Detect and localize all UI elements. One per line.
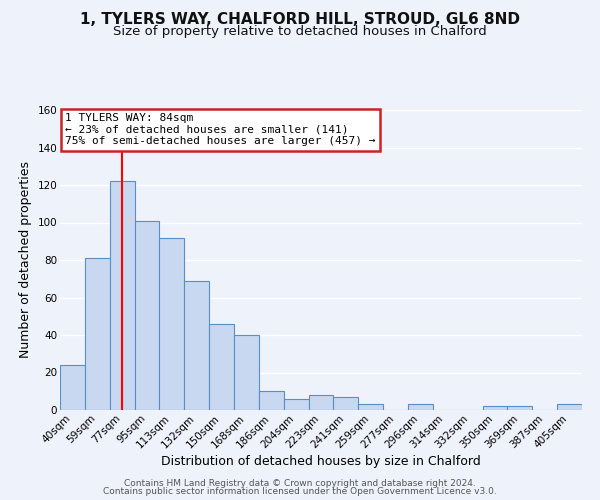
Bar [482, 406, 508, 410]
Bar [160, 238, 184, 410]
Bar [85, 258, 110, 410]
Bar [308, 395, 334, 410]
X-axis label: Distribution of detached houses by size in Chalford: Distribution of detached houses by size … [161, 455, 481, 468]
Bar [284, 399, 308, 410]
Text: Size of property relative to detached houses in Chalford: Size of property relative to detached ho… [113, 25, 487, 38]
Bar [358, 404, 383, 410]
Bar [408, 404, 433, 410]
Bar [234, 335, 259, 410]
Text: Contains public sector information licensed under the Open Government Licence v3: Contains public sector information licen… [103, 487, 497, 496]
Bar [259, 391, 284, 410]
Bar [60, 365, 85, 410]
Text: 1, TYLERS WAY, CHALFORD HILL, STROUD, GL6 8ND: 1, TYLERS WAY, CHALFORD HILL, STROUD, GL… [80, 12, 520, 28]
Bar [209, 324, 234, 410]
Bar [557, 404, 582, 410]
Bar [134, 220, 160, 410]
Bar [110, 181, 134, 410]
Bar [508, 406, 532, 410]
Bar [334, 397, 358, 410]
Text: Contains HM Land Registry data © Crown copyright and database right 2024.: Contains HM Land Registry data © Crown c… [124, 478, 476, 488]
Bar [184, 280, 209, 410]
Text: 1 TYLERS WAY: 84sqm
← 23% of detached houses are smaller (141)
75% of semi-detac: 1 TYLERS WAY: 84sqm ← 23% of detached ho… [65, 113, 376, 146]
Y-axis label: Number of detached properties: Number of detached properties [19, 162, 32, 358]
